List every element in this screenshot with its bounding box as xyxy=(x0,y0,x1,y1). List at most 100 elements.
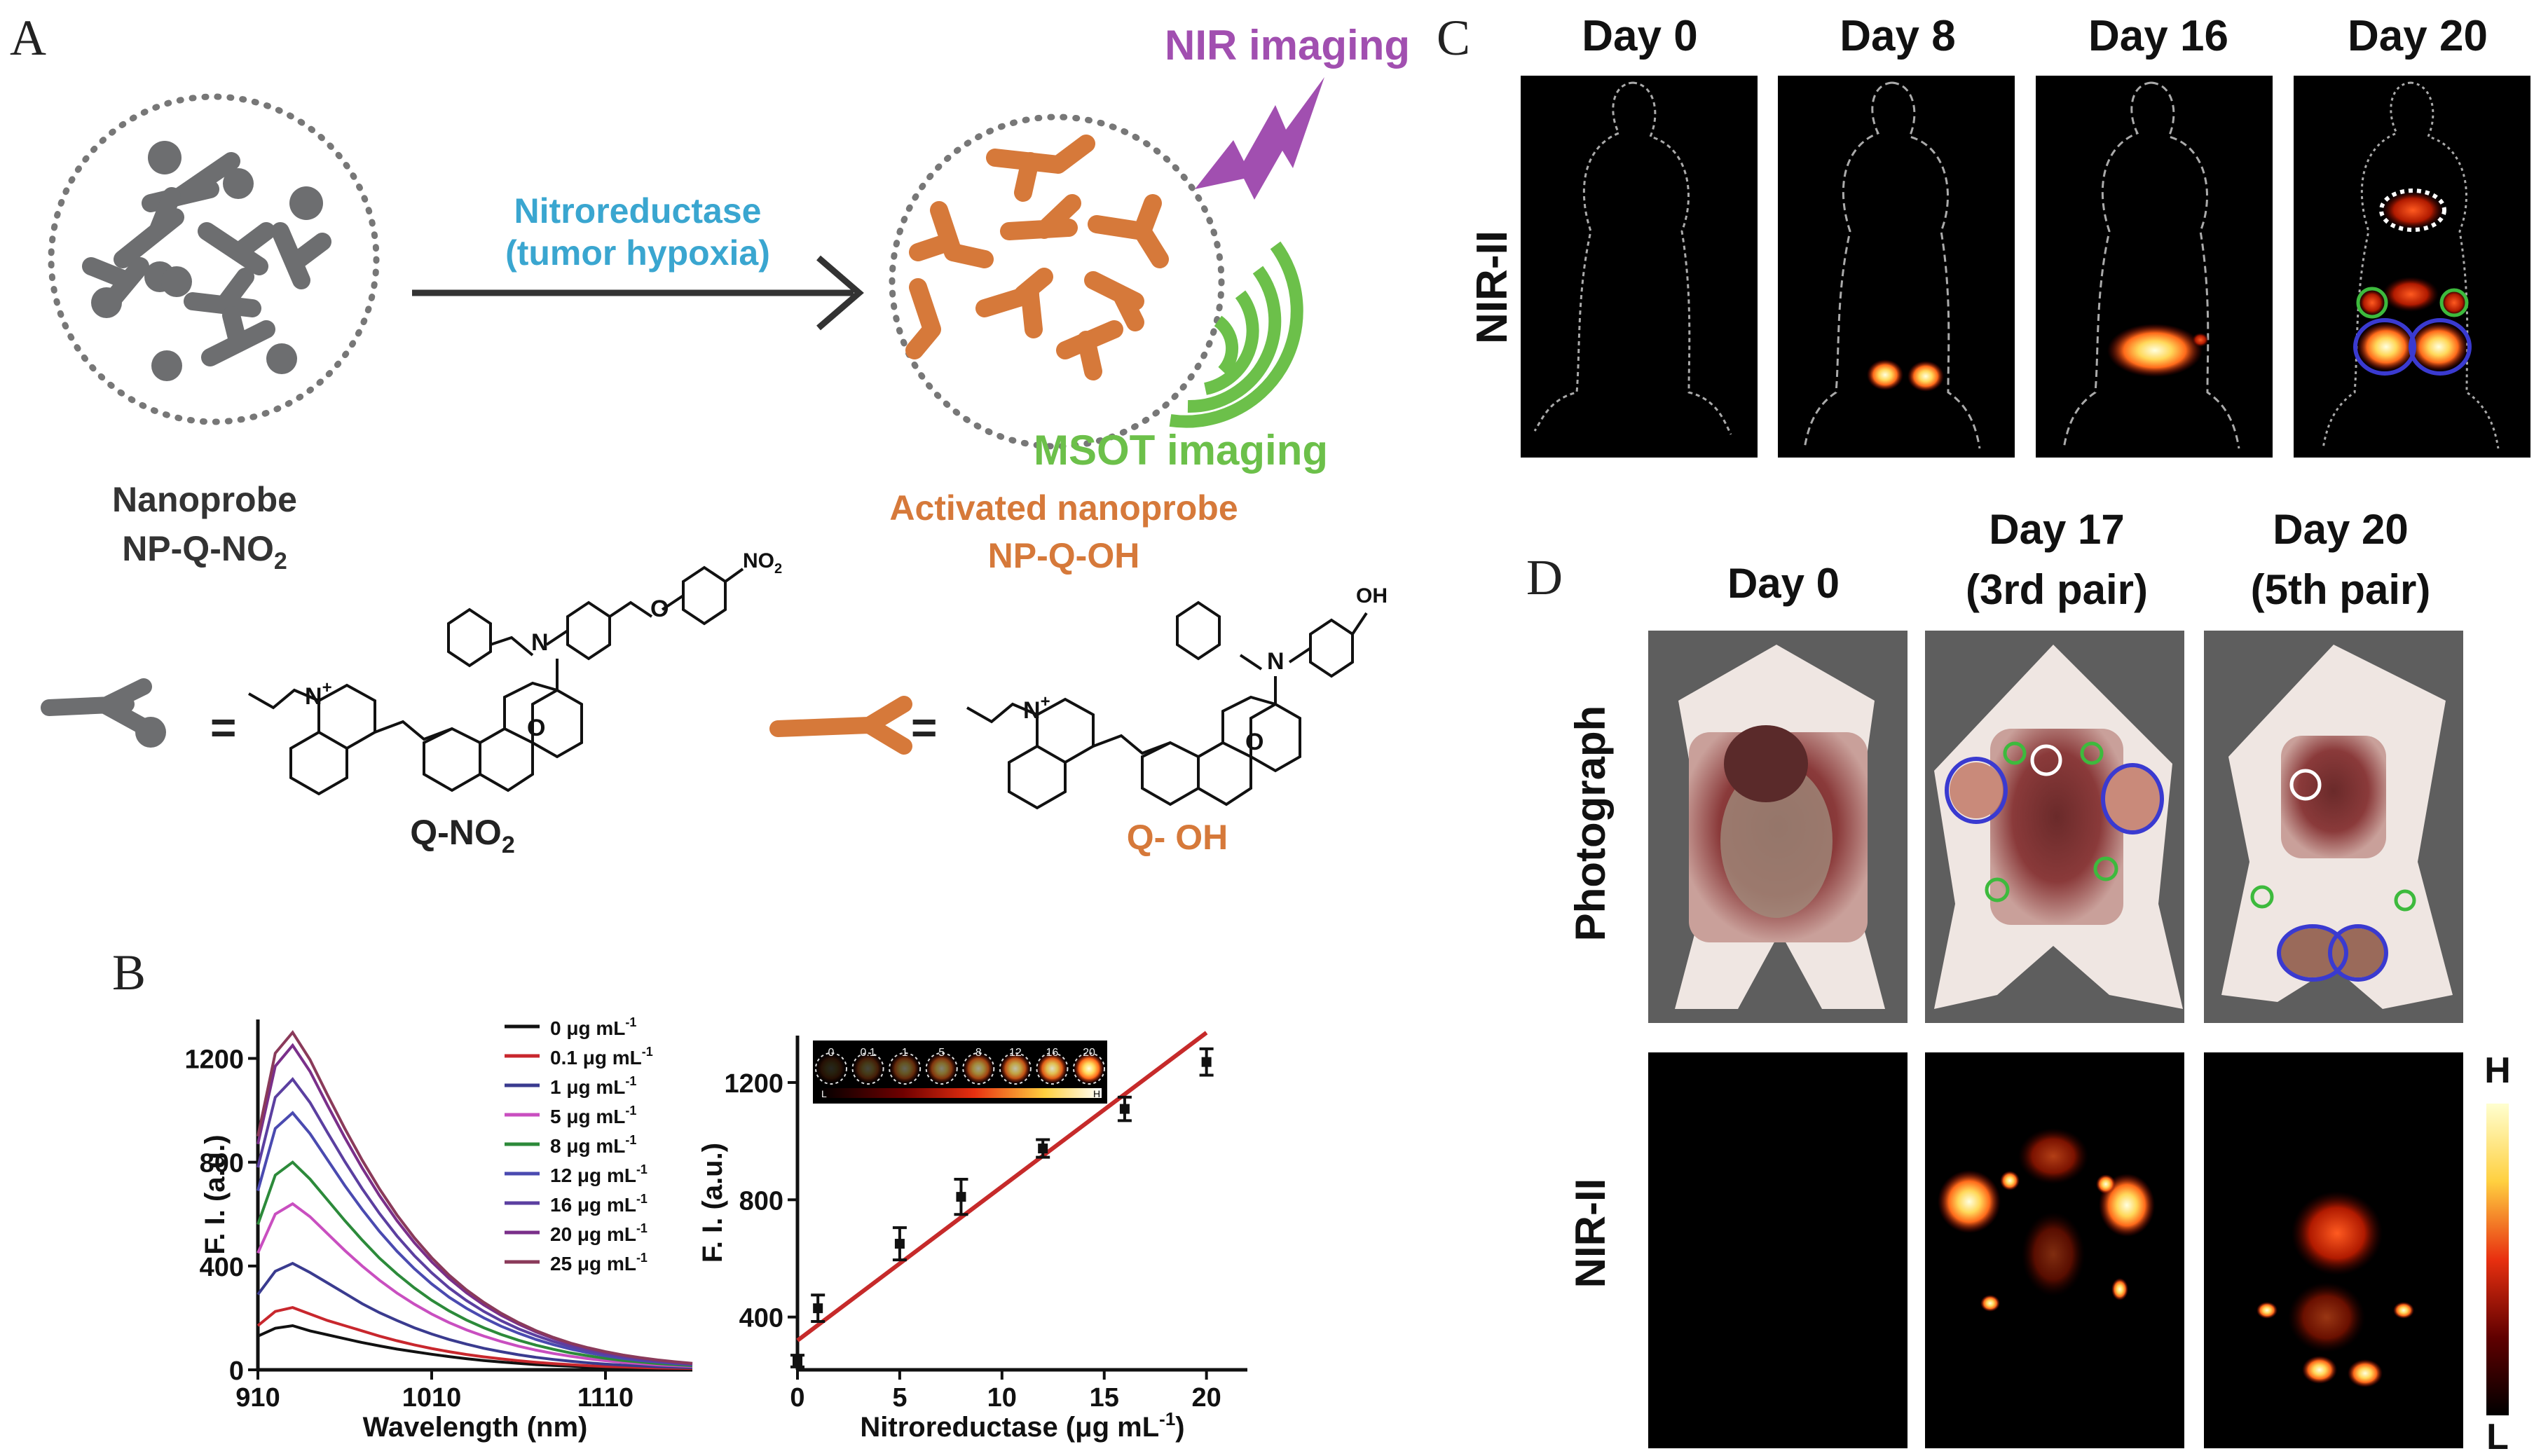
c1-xtick-label: 1010 xyxy=(402,1383,462,1413)
atom-n-plus-1: N+ xyxy=(305,678,332,710)
nanoprobe-name-line1: Nanoprobe xyxy=(112,480,297,519)
d-scale-high: H xyxy=(2484,1050,2511,1091)
nir-signal-icon xyxy=(1195,77,1324,200)
c1-series-line-12 xyxy=(256,1111,693,1366)
c2-xtick-label: 0 xyxy=(790,1383,804,1413)
orange-probe-glyph xyxy=(769,696,912,755)
enzyme-label-line1: Nitroreductase xyxy=(514,191,762,231)
c2-inset-well xyxy=(999,1053,1031,1084)
c-image-day0 xyxy=(1521,76,1758,458)
c1-legend-label: 20 μg mL-1 xyxy=(550,1221,648,1245)
atom-o-ether: O xyxy=(650,596,669,622)
nanoprobe-particle xyxy=(48,93,380,425)
c1-series-line-25 xyxy=(256,1030,693,1365)
compound-q-no2-label: Q-NO2 xyxy=(410,813,514,858)
c2-inset-well-outline xyxy=(1036,1052,1069,1085)
c1-legend-label: 16 μg mL-1 xyxy=(550,1192,648,1216)
equals-sign-2: = xyxy=(911,702,937,753)
c-image-day16 xyxy=(2036,76,2273,458)
c2-inset-scale xyxy=(819,1088,1102,1098)
c2-ytick-label: 1200 xyxy=(724,1069,783,1099)
c1-series-line-0.1 xyxy=(256,1306,693,1371)
enzyme-label-line2: (tumor hypoxia) xyxy=(505,233,770,273)
c1-legend-label: 1 μg mL-1 xyxy=(550,1074,636,1098)
c2-inset-well xyxy=(1074,1053,1104,1084)
d-row2-label: NIR-II xyxy=(1567,1179,1614,1289)
msot-signal-icon xyxy=(1169,241,1303,428)
d-col-1-line1: Day 17 xyxy=(1989,506,2124,553)
c1-ytick-label: 400 xyxy=(200,1253,244,1282)
c-image-day20 xyxy=(2294,76,2530,458)
c2-inset-well-outline xyxy=(962,1052,995,1085)
c2-inset-label: 5 xyxy=(938,1047,945,1059)
d-col-2-line2: (5th pair) xyxy=(2251,566,2431,613)
gray-probe-glyph xyxy=(41,678,166,748)
c2-data-point xyxy=(894,1239,905,1249)
structure-q-oh xyxy=(966,600,1368,810)
c-day-label-1: Day 8 xyxy=(1840,12,1955,60)
c2-inset-label: 20 xyxy=(1083,1047,1095,1059)
c1-ytick-label: 1200 xyxy=(184,1045,244,1075)
c1-series-line-8 xyxy=(256,1160,693,1368)
c2-inset-high: H xyxy=(1093,1088,1100,1099)
atom-n-2: N xyxy=(1267,648,1285,675)
atom-o-ring-1: O xyxy=(527,715,545,741)
c2-inset-well-outline xyxy=(1073,1052,1105,1085)
d-nir-day0 xyxy=(1648,1052,1908,1448)
c1-legend-label: 0 μg mL-1 xyxy=(550,1015,636,1039)
c1-y-axis-title: F. I. (a.u.) xyxy=(200,1134,231,1254)
c2-inset-label: 12 xyxy=(1009,1047,1022,1059)
d-photo-day0 xyxy=(1648,631,1908,1023)
d-photo-day20 xyxy=(2204,631,2463,1023)
c2-inset-well xyxy=(926,1053,957,1084)
c2-inset-well xyxy=(816,1053,847,1084)
c1-series-line-1 xyxy=(256,1261,693,1369)
c2-data-point xyxy=(793,1356,802,1366)
c2-inset-well-outline xyxy=(889,1052,922,1085)
atom-n-1: N xyxy=(531,629,549,656)
equals-sign-1: = xyxy=(210,702,236,753)
c2-data-point xyxy=(1038,1143,1048,1154)
msot-imaging-label: MSOT imaging xyxy=(1034,427,1328,474)
c1-x-axis-title: Wavelength (nm) xyxy=(363,1412,588,1443)
c2-inset-low: L xyxy=(821,1088,827,1099)
c1-legend-label: 8 μg mL-1 xyxy=(550,1133,636,1157)
d-photo-day17 xyxy=(1925,631,2184,1023)
c2-inset-well-outline xyxy=(999,1052,1032,1085)
d-col-1-line2: (3rd pair) xyxy=(1966,566,2148,613)
c2-inset-label: 16 xyxy=(1046,1047,1059,1059)
c-row-label: NIR-II xyxy=(1468,231,1516,344)
compound-q-oh-label: Q- OH xyxy=(1127,818,1228,857)
d-col-0-line1: Day 0 xyxy=(1727,560,1840,607)
c2-inset-label: 0.1 xyxy=(860,1047,875,1059)
c2-data-point xyxy=(1201,1057,1212,1067)
c2-inset-well xyxy=(963,1053,994,1084)
structure-q-no2 xyxy=(248,565,744,796)
c1-legend-label: 25 μg mL-1 xyxy=(550,1251,648,1275)
c2-inset-well xyxy=(852,1053,884,1084)
d-row1-label: Photograph xyxy=(1567,706,1614,942)
c2-xtick-label: 5 xyxy=(892,1383,907,1413)
c1-series-line-16 xyxy=(256,1077,693,1366)
group-no2: NO2 xyxy=(743,549,782,577)
d-scale-low: L xyxy=(2486,1417,2509,1456)
activated-particle xyxy=(889,114,1225,450)
reaction-arrow xyxy=(412,255,864,331)
c-day-label-0: Day 0 xyxy=(1582,12,1697,60)
c1-xtick-label: 910 xyxy=(235,1383,280,1413)
panel-label-b: B xyxy=(112,945,146,1001)
c2-data-point xyxy=(813,1303,823,1314)
d-nir-day20 xyxy=(2204,1052,2463,1448)
panel-label-d: D xyxy=(1526,549,1563,605)
c2-inset-well xyxy=(889,1053,921,1084)
c2-y-axis-title: F. I. (a.u.) xyxy=(697,1143,728,1263)
d-col-2-line1: Day 20 xyxy=(2273,506,2408,553)
c2-inset-well-outline xyxy=(851,1052,884,1085)
d-nir-day17 xyxy=(1925,1052,2184,1448)
c2-inset-well xyxy=(1036,1053,1068,1084)
c1-ytick-label: 0 xyxy=(229,1357,244,1386)
c2-inset-well-outline xyxy=(815,1052,847,1085)
c2-x-axis-title: Nitroreductase (μg mL-1) xyxy=(860,1408,1184,1443)
c1-legend-label: 12 μg mL-1 xyxy=(550,1162,648,1186)
